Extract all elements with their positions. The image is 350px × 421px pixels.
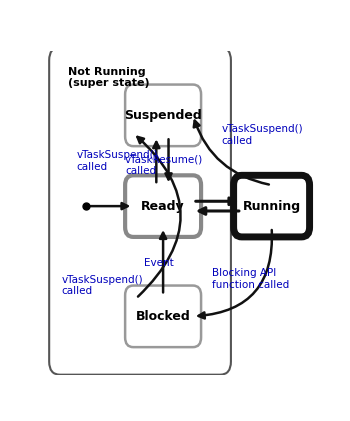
Text: vTaskResume()
called: vTaskResume() called bbox=[125, 155, 203, 176]
FancyBboxPatch shape bbox=[125, 85, 201, 146]
Text: vTaskSuspend()
called: vTaskSuspend() called bbox=[222, 124, 303, 146]
FancyBboxPatch shape bbox=[234, 175, 309, 237]
Text: Blocking API
function called: Blocking API function called bbox=[212, 268, 289, 290]
FancyBboxPatch shape bbox=[125, 175, 201, 237]
Text: vTaskSuspend()
called: vTaskSuspend() called bbox=[61, 275, 143, 296]
Text: Not Running
(super state): Not Running (super state) bbox=[68, 67, 150, 88]
FancyBboxPatch shape bbox=[125, 285, 201, 347]
Text: Blocked: Blocked bbox=[136, 310, 190, 323]
Text: Ready: Ready bbox=[141, 200, 185, 213]
Text: vTaskSuspend()
called: vTaskSuspend() called bbox=[76, 150, 158, 171]
Text: Suspended: Suspended bbox=[124, 109, 202, 122]
Text: Running: Running bbox=[243, 200, 301, 213]
FancyBboxPatch shape bbox=[49, 47, 231, 375]
Text: Event: Event bbox=[144, 258, 174, 268]
